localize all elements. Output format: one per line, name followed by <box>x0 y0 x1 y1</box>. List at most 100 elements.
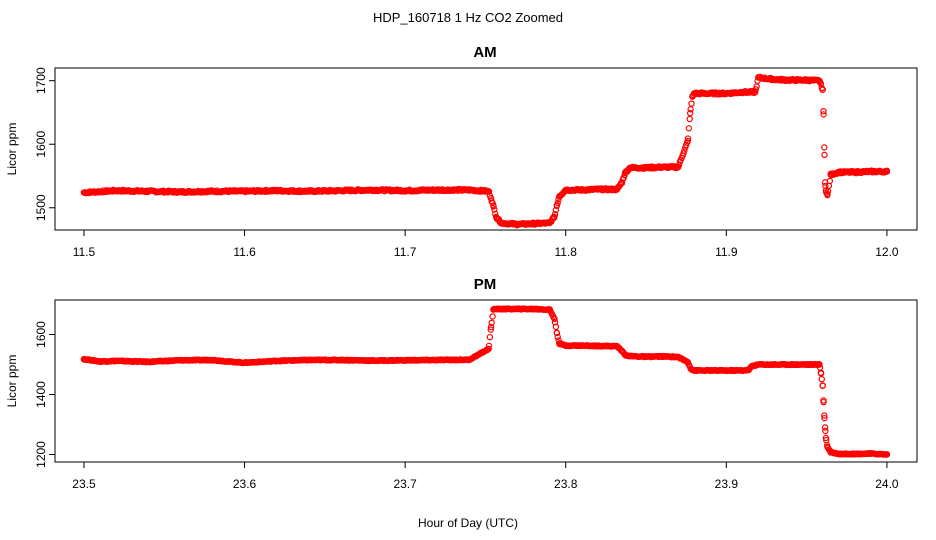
pm-x-tick-label: 23.5 <box>72 477 96 491</box>
am-data-point <box>867 168 875 175</box>
pm-data-point <box>486 333 494 341</box>
am-data-point <box>177 188 184 196</box>
am-data-point <box>684 137 691 145</box>
am-data-point <box>642 164 650 171</box>
pm-data-point <box>821 412 828 419</box>
am-data-point <box>487 195 495 202</box>
am-data-point <box>551 210 559 218</box>
pm-data-point <box>723 367 730 374</box>
pm-data-point <box>626 352 634 360</box>
am-panel: AM Licor ppm 11.5 11.6 11.7 11.8 11.9 12.0 15… <box>5 44 918 259</box>
am-data-point <box>562 186 569 194</box>
am-data-point <box>819 86 826 93</box>
pm-data-point <box>821 414 828 422</box>
pm-data-point <box>562 342 569 349</box>
pm-data-point <box>434 356 441 364</box>
am-x-ticks: 11.5 11.6 11.7 11.8 11.9 12.0 <box>73 230 899 259</box>
pm-data-point <box>337 356 345 364</box>
am-data-point <box>305 188 312 195</box>
am-y-tick-label: 1600 <box>34 131 48 158</box>
am-data-point <box>803 76 810 84</box>
am-data-point <box>369 186 377 194</box>
pm-data-point <box>553 329 561 337</box>
am-data-point <box>613 186 621 193</box>
pm-data-point <box>144 358 152 365</box>
pm-data-point <box>487 323 495 331</box>
am-data-point <box>684 135 692 142</box>
pm-data-point <box>485 345 492 353</box>
am-data-point <box>835 168 842 176</box>
am-data-point <box>851 168 859 176</box>
figure-title: HDP_160718 1 Hz CO2 Zoomed <box>373 10 563 25</box>
am-data-point <box>707 90 714 97</box>
pm-y-ticks: 1200 1400 1600 <box>34 321 55 468</box>
am-data-point <box>723 90 730 97</box>
am-data-point <box>546 219 553 227</box>
pm-data-point <box>822 434 830 442</box>
am-data-point <box>241 188 248 195</box>
am-data-point <box>401 187 409 194</box>
am-x-tick-label: 11.8 <box>555 245 578 259</box>
am-data-point <box>658 163 666 171</box>
pm-data-point <box>817 370 825 377</box>
pm-data-point <box>658 353 666 360</box>
pm-y-tick-label: 1600 <box>34 321 48 348</box>
pm-data-point <box>691 367 698 374</box>
am-data-point <box>144 188 152 195</box>
pm-data-point <box>112 357 120 365</box>
am-x-tick-label: 11.7 <box>394 245 417 259</box>
am-data-point <box>824 191 831 199</box>
am-data-point <box>674 163 682 171</box>
am-data-point <box>883 168 891 175</box>
pm-y-tick-label: 1200 <box>34 441 48 468</box>
pm-data-point <box>489 313 496 320</box>
am-data-point <box>490 203 497 210</box>
pm-data-point <box>273 357 280 365</box>
am-data-point <box>553 202 561 209</box>
am-data-point <box>686 109 694 117</box>
pm-x-tick-label: 23.8 <box>554 477 578 491</box>
am-data-point <box>681 147 688 154</box>
pm-data-point <box>466 356 473 363</box>
am-data-point <box>578 186 585 194</box>
pm-data-point <box>816 361 823 368</box>
am-data-point <box>685 125 693 132</box>
pm-data-point <box>824 443 831 451</box>
pm-data-point <box>80 355 88 363</box>
x-axis-label: Hour of Day (UTC) <box>418 516 518 530</box>
pm-data-point <box>803 361 810 368</box>
am-data-point <box>752 86 759 93</box>
pm-data-point <box>867 450 875 457</box>
am-data-point <box>817 80 825 87</box>
am-panel-title: AM <box>473 44 496 61</box>
pm-x-tick-label: 24.0 <box>875 477 899 491</box>
pm-data-point <box>820 397 827 404</box>
am-data-point <box>434 186 441 194</box>
pm-data-point <box>594 342 602 350</box>
am-x-tick-label: 11.5 <box>73 245 96 259</box>
pm-plot-frame <box>54 299 918 463</box>
pm-x-ticks: 23.5 23.6 23.7 23.8 23.9 24.0 <box>72 462 899 491</box>
am-data-point <box>680 150 687 157</box>
pm-data-point <box>485 342 493 350</box>
am-data-point <box>691 90 698 97</box>
am-data-point <box>551 213 558 220</box>
pm-data-point <box>530 305 537 313</box>
am-data-point <box>112 187 120 194</box>
am-data-point <box>498 219 505 227</box>
pm-panel: PM Licor ppm 23.5 23.6 23.7 23.8 23.9 24.0 12… <box>5 276 918 491</box>
pm-data-point <box>618 347 626 355</box>
am-data-point <box>755 74 762 81</box>
am-data-point <box>485 188 492 195</box>
pm-x-tick-label: 23.9 <box>715 477 739 491</box>
pm-data-point <box>209 356 216 364</box>
pm-data-point <box>369 357 377 364</box>
am-data-points <box>80 73 891 229</box>
pm-data-point <box>819 382 826 389</box>
pm-data-point <box>96 358 104 365</box>
pm-data-point <box>578 342 585 349</box>
pm-x-tick-label: 23.6 <box>233 477 257 491</box>
am-data-point <box>739 88 746 96</box>
am-data-point <box>626 164 634 171</box>
